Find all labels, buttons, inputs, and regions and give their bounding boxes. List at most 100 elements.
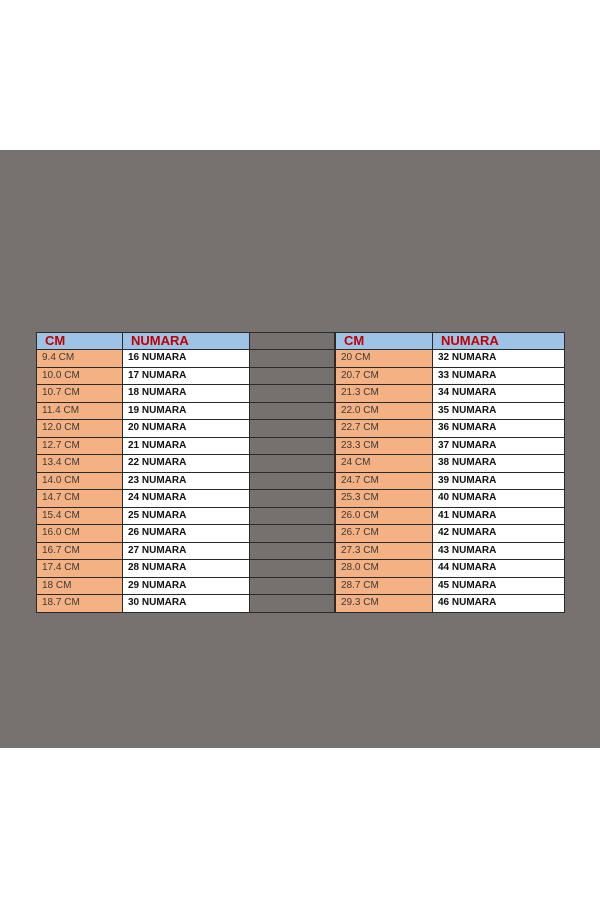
size-table-right: CM NUMARA 20 CM 32 NUMARA 20.7 CM 33 NUMARA…: [335, 332, 565, 613]
table-row: 22.0 CM 35 NUMARA: [335, 401, 565, 420]
cm-cell: 18 CM: [36, 576, 123, 595]
table-row: 18 CM 29 NUMARA: [36, 576, 250, 595]
spacer-cell: [249, 366, 335, 385]
cm-cell: 10.7 CM: [36, 384, 123, 403]
cm-cell: 26.0 CM: [335, 506, 433, 525]
cm-cell: 18.7 CM: [36, 594, 123, 613]
cm-cell: 14.0 CM: [36, 471, 123, 490]
spacer-cell: [249, 524, 335, 543]
cm-cell: 14.7 CM: [36, 489, 123, 508]
numara-cell: 32 NUMARA: [432, 349, 565, 368]
spacer-row: [249, 594, 335, 613]
numara-cell: 33 NUMARA: [432, 366, 565, 385]
numara-cell: 34 NUMARA: [432, 384, 565, 403]
table-row: 10.0 CM 17 NUMARA: [36, 366, 250, 385]
cm-cell: 25.3 CM: [335, 489, 433, 508]
spacer-row: [249, 401, 335, 420]
spacer-cell: [249, 489, 335, 508]
numara-cell: 18 NUMARA: [122, 384, 250, 403]
numara-cell: 41 NUMARA: [432, 506, 565, 525]
cm-cell: 28.7 CM: [335, 576, 433, 595]
numara-cell: 30 NUMARA: [122, 594, 250, 613]
table-row: 26.7 CM 42 NUMARA: [335, 524, 565, 543]
numara-cell: 16 NUMARA: [122, 349, 250, 368]
numara-cell: 17 NUMARA: [122, 366, 250, 385]
cm-cell: 28.0 CM: [335, 559, 433, 578]
cm-cell: 21.3 CM: [335, 384, 433, 403]
cm-cell: 11.4 CM: [36, 401, 123, 420]
spacer-row: [249, 489, 335, 508]
spacer-row: [249, 366, 335, 385]
numara-cell: 21 NUMARA: [122, 436, 250, 455]
cm-cell: 29.3 CM: [335, 594, 433, 613]
table-row: 16.7 CM 27 NUMARA: [36, 541, 250, 560]
spacer-row: [249, 349, 335, 368]
numara-cell: 37 NUMARA: [432, 436, 565, 455]
table-row: 11.4 CM 19 NUMARA: [36, 401, 250, 420]
numara-cell: 26 NUMARA: [122, 524, 250, 543]
table-row: 20 CM 32 NUMARA: [335, 349, 565, 368]
header-row: CM NUMARA: [36, 332, 250, 350]
table-row: 20.7 CM 33 NUMARA: [335, 366, 565, 385]
cm-cell: 17.4 CM: [36, 559, 123, 578]
table-row: 26.0 CM 41 NUMARA: [335, 506, 565, 525]
spacer-cell: [249, 559, 335, 578]
header-cm: CM: [335, 332, 433, 350]
cm-cell: 23.3 CM: [335, 436, 433, 455]
spacer-row: [249, 384, 335, 403]
numara-cell: 28 NUMARA: [122, 559, 250, 578]
table-row: 21.3 CM 34 NUMARA: [335, 384, 565, 403]
cm-cell: 20 CM: [335, 349, 433, 368]
table-row: 27.3 CM 43 NUMARA: [335, 541, 565, 560]
cm-cell: 20.7 CM: [335, 366, 433, 385]
spacer-column: [249, 332, 335, 613]
table-row: 29.3 CM 46 NUMARA: [335, 594, 565, 613]
numara-cell: 29 NUMARA: [122, 576, 250, 595]
table-row: 14.7 CM 24 NUMARA: [36, 489, 250, 508]
spacer-cell: [249, 541, 335, 560]
numara-cell: 42 NUMARA: [432, 524, 565, 543]
table-row: 28.0 CM 44 NUMARA: [335, 559, 565, 578]
spacer-row: [249, 436, 335, 455]
numara-cell: 46 NUMARA: [432, 594, 565, 613]
size-table-left: CM NUMARA 9.4 CM 16 NUMARA 10.0 CM 17 NUMAR…: [36, 332, 250, 613]
spacer-row: [249, 332, 335, 350]
table-row: 10.7 CM 18 NUMARA: [36, 384, 250, 403]
cm-cell: 24 CM: [335, 454, 433, 473]
cm-cell: 22.7 CM: [335, 419, 433, 438]
table-row: 12.0 CM 20 NUMARA: [36, 419, 250, 438]
spacer-row: [249, 524, 335, 543]
spacer-cell: [249, 384, 335, 403]
spacer-cell: [249, 332, 335, 350]
spacer-cell: [249, 471, 335, 490]
cm-cell: 16.0 CM: [36, 524, 123, 543]
numara-cell: 35 NUMARA: [432, 401, 565, 420]
numara-cell: 23 NUMARA: [122, 471, 250, 490]
spacer-row: [249, 576, 335, 595]
table-row: 15.4 CM 25 NUMARA: [36, 506, 250, 525]
numara-cell: 19 NUMARA: [122, 401, 250, 420]
cm-cell: 27.3 CM: [335, 541, 433, 560]
numara-cell: 20 NUMARA: [122, 419, 250, 438]
cm-cell: 10.0 CM: [36, 366, 123, 385]
table-row: 13.4 CM 22 NUMARA: [36, 454, 250, 473]
spacer-cell: [249, 576, 335, 595]
spacer-cell: [249, 454, 335, 473]
spacer-row: [249, 506, 335, 525]
numara-cell: 24 NUMARA: [122, 489, 250, 508]
cm-cell: 15.4 CM: [36, 506, 123, 525]
table-row: 22.7 CM 36 NUMARA: [335, 419, 565, 438]
table-row: 24.7 CM 39 NUMARA: [335, 471, 565, 490]
header-numara: NUMARA: [122, 332, 250, 350]
spacer-row: [249, 541, 335, 560]
table-row: 16.0 CM 26 NUMARA: [36, 524, 250, 543]
cm-cell: 12.7 CM: [36, 436, 123, 455]
spacer-cell: [249, 401, 335, 420]
table-row: 12.7 CM 21 NUMARA: [36, 436, 250, 455]
spacer-cell: [249, 436, 335, 455]
cm-cell: 16.7 CM: [36, 541, 123, 560]
spacer-row: [249, 419, 335, 438]
numara-cell: 44 NUMARA: [432, 559, 565, 578]
spacer-row: [249, 559, 335, 578]
numara-cell: 39 NUMARA: [432, 471, 565, 490]
